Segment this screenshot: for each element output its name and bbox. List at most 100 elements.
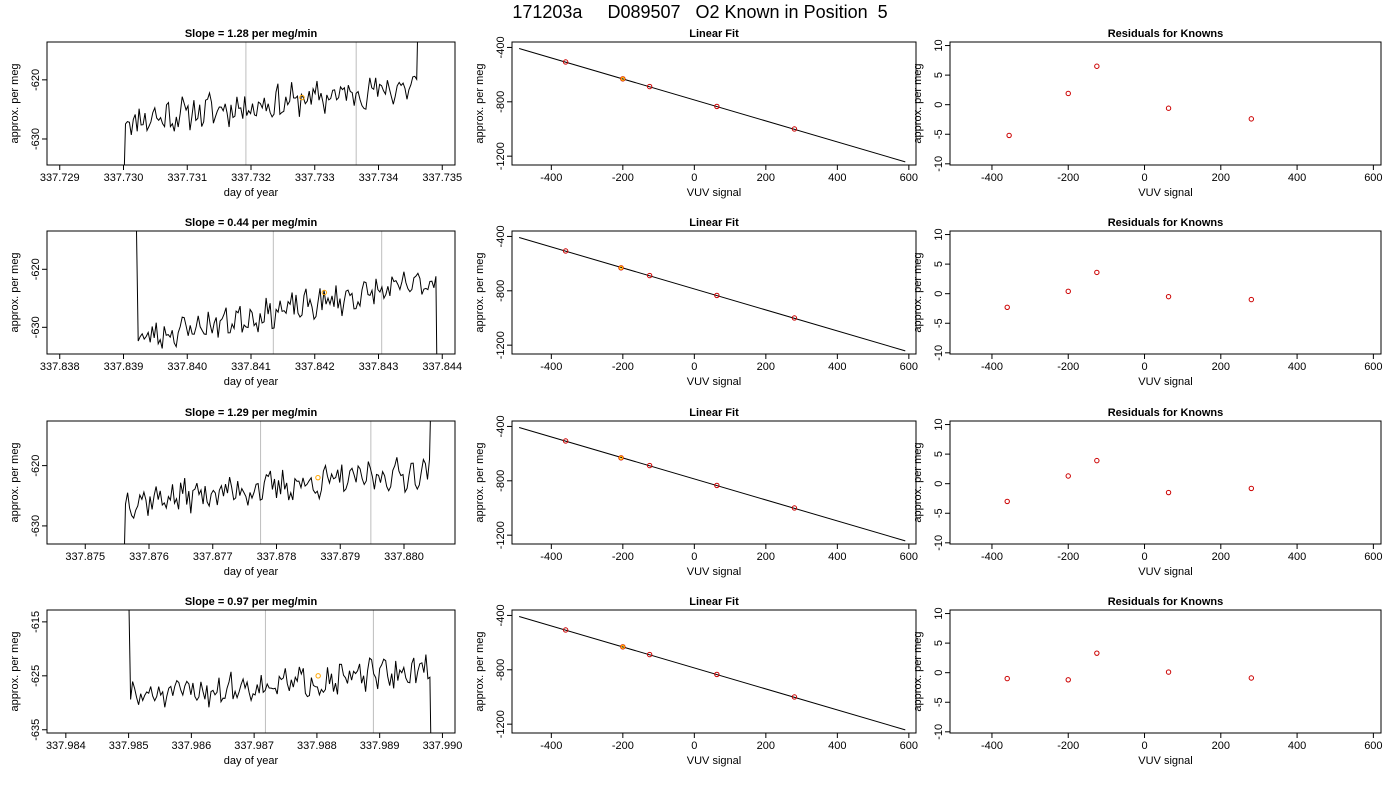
r2c1-x-axis-label: day of year xyxy=(224,376,279,388)
r2c2-x-axis-label: VUV signal xyxy=(687,376,741,388)
r1c1-panel-title: Slope = 1.28 per meg/min xyxy=(185,28,318,40)
r2c2-data-point-2 xyxy=(646,272,653,279)
r1c3-y-axis-label: approx. per meg xyxy=(912,63,924,143)
r3c1-x-tick-label-3: 337.878 xyxy=(257,551,297,563)
r2c2-data-point-0 xyxy=(562,248,569,254)
r2c3-x-axis-label: VUV signal xyxy=(1138,376,1192,388)
r3c3-data-point-2 xyxy=(1094,457,1100,464)
r3c1-x-tick-label-4: 337.879 xyxy=(320,551,360,563)
r4c2-data-point-2 xyxy=(646,651,653,658)
r3c3-data-point-3 xyxy=(1165,489,1172,496)
r4c2-x-tick-label-5: 600 xyxy=(900,740,918,752)
r3c2-data-point-4 xyxy=(791,505,798,511)
r4c2-data-point-1 xyxy=(620,644,626,650)
r3c1-y-tick-label-1: -620 xyxy=(30,455,42,477)
r4c3-data-point-1 xyxy=(1065,677,1071,683)
r3c2-x-axis-label: VUV signal xyxy=(687,566,741,578)
r1c1-y-tick-label-0: -630 xyxy=(30,128,42,150)
r3c3-data-point-4 xyxy=(1248,485,1255,492)
r1c2-data-point-3 xyxy=(714,103,720,110)
r1c3-x-tick-label-2: 0 xyxy=(1141,172,1147,184)
r2c1-panel-title: Slope = 0.44 per meg/min xyxy=(185,217,318,229)
r2c2-x-tick-label-1: -200 xyxy=(612,361,634,373)
r2c3-data-point-0 xyxy=(1004,304,1010,310)
r2c2-plot-frame xyxy=(511,230,917,355)
r4c2-x-tick-label-2: 0 xyxy=(691,740,697,752)
r3c3-x-tick-label-1: -200 xyxy=(1057,551,1079,563)
r1c2-data-point-4 xyxy=(791,126,798,132)
r1c3-data-point-2 xyxy=(1094,63,1100,69)
r2c2-x-tick-label-3: 200 xyxy=(757,361,775,373)
r1c1-x-tick-label-2: 337.731 xyxy=(167,172,207,184)
r4c3-x-tick-label-5: 600 xyxy=(1364,740,1382,752)
r2c2-y-tick-label-2: -400 xyxy=(495,225,507,247)
r3c2-x-tick-label-4: 400 xyxy=(828,551,846,563)
r1c2-data-point-highlight xyxy=(620,76,626,82)
r4c3-x-tick-label-1: -200 xyxy=(1057,740,1079,752)
r1c3-plot-frame xyxy=(949,41,1382,166)
r4c3-data-point-4 xyxy=(1248,675,1255,681)
r2c2-fit-line xyxy=(519,237,906,352)
r2c2-x-tick-label-2: 0 xyxy=(691,361,697,373)
r3c3-y-tick-label-0: -10 xyxy=(933,535,945,551)
r1c1-x-tick-label-4: 337.733 xyxy=(295,172,335,184)
r1c2-x-tick-label-5: 600 xyxy=(900,172,918,184)
r4c2-y-tick-label-1: -800 xyxy=(495,659,507,681)
r3c2-fit-line xyxy=(519,427,906,542)
r1c1-x-tick-label-1: 337.730 xyxy=(104,172,144,184)
r4c1-x-tick-label-0: 337.984 xyxy=(46,740,86,752)
r2c3-x-tick-label-2: 0 xyxy=(1141,361,1147,373)
r3c2-data-point-3 xyxy=(714,482,720,489)
r2c1-x-tick-label-4: 337.842 xyxy=(295,361,335,373)
r4c1-y-tick-label-0: -635 xyxy=(30,719,42,741)
r4c1-plot-frame xyxy=(46,609,456,734)
r4c3-x-tick-label-4: 400 xyxy=(1288,740,1306,752)
r1c1-y-axis-label: approx. per meg xyxy=(9,63,21,143)
r3c2-panel-title: Linear Fit xyxy=(689,407,739,419)
r2c3-y-tick-label-4: 10 xyxy=(933,228,945,240)
r2c3-data-point-3 xyxy=(1165,293,1172,300)
r4c1-x-tick-label-4: 337.988 xyxy=(297,740,337,752)
r4c1-time-series-trace xyxy=(128,610,432,733)
r3c1-plot-frame xyxy=(46,420,456,545)
r3c2-x-tick-label-3: 200 xyxy=(757,551,775,563)
r2c3-plot-frame xyxy=(949,230,1382,355)
r2c1-time-series-trace xyxy=(136,231,438,354)
r1c2-fit-line xyxy=(519,48,906,163)
r2c2-data-point-highlight xyxy=(618,265,624,271)
r3c2-x-tick-label-2: 0 xyxy=(691,551,697,563)
r1c2-x-tick-label-0: -400 xyxy=(540,172,562,184)
r4c3-x-tick-label-2: 0 xyxy=(1141,740,1147,752)
r2c1-x-tick-label-5: 337.843 xyxy=(359,361,399,373)
r1c2-x-axis-label: VUV signal xyxy=(687,187,741,199)
r3c3-plot-frame xyxy=(949,420,1382,545)
r2c3-y-axis-label: approx. per meg xyxy=(912,252,924,332)
r3c1-x-tick-label-2: 337.877 xyxy=(193,551,233,563)
r1c3-x-tick-label-3: 200 xyxy=(1212,172,1230,184)
r4c2-x-tick-label-1: -200 xyxy=(612,740,634,752)
r4c3-plot-frame xyxy=(949,609,1382,734)
r4c3-data-point-3 xyxy=(1165,669,1172,675)
r1c2-plot-frame xyxy=(511,41,917,166)
r2c3-x-tick-label-3: 200 xyxy=(1212,361,1230,373)
r3c3-x-tick-label-2: 0 xyxy=(1141,551,1147,563)
r4c2-x-tick-label-3: 200 xyxy=(757,740,775,752)
r1c3-y-tick-label-1: -5 xyxy=(933,129,945,139)
r2c3-x-tick-label-0: -400 xyxy=(981,361,1003,373)
r2c3-x-tick-label-4: 400 xyxy=(1288,361,1306,373)
r1c2-x-tick-label-4: 400 xyxy=(828,172,846,184)
r1c3-data-point-0 xyxy=(1006,132,1012,139)
r1c3-data-point-1 xyxy=(1065,90,1071,97)
r3c2-y-tick-label-2: -400 xyxy=(495,415,507,437)
r1c1-x-tick-label-0: 337.729 xyxy=(40,172,80,184)
r4c2-fit-line xyxy=(519,616,906,731)
r4c1-y-tick-label-2: -615 xyxy=(30,611,42,633)
r4c2-x-tick-label-4: 400 xyxy=(828,740,846,752)
r1c2-data-point-2 xyxy=(646,83,653,90)
page-title: 171203a D089507 O2 Known in Position 5 xyxy=(512,2,888,22)
r2c2-x-tick-label-4: 400 xyxy=(828,361,846,373)
r2c2-y-tick-label-0: -1200 xyxy=(495,331,507,359)
r4c1-panel-title: Slope = 0.97 per meg/min xyxy=(185,596,318,608)
r3c3-x-tick-label-4: 400 xyxy=(1288,551,1306,563)
r4c2-data-point-3 xyxy=(714,671,720,678)
